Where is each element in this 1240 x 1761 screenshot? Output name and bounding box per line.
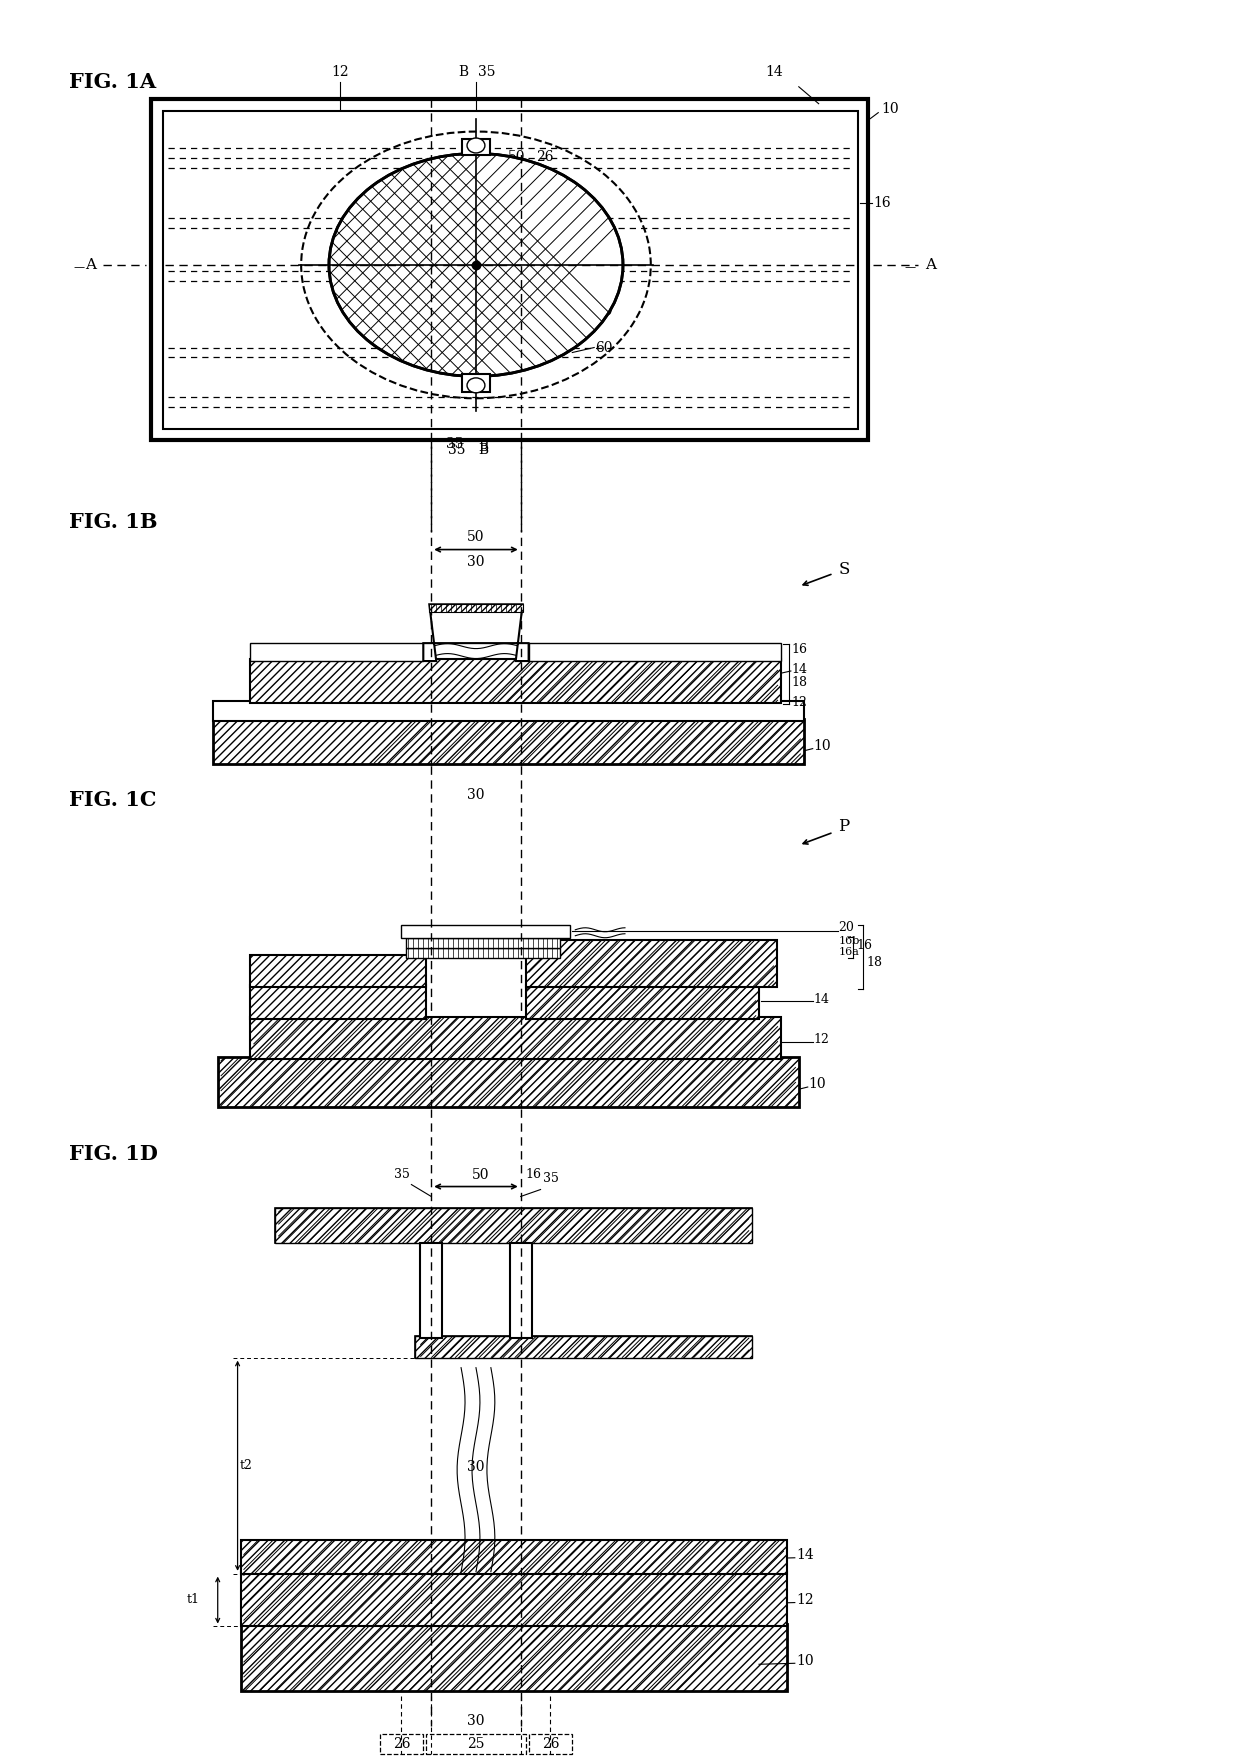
Text: B: B bbox=[477, 444, 489, 458]
Text: 18: 18 bbox=[792, 676, 807, 690]
Text: 26: 26 bbox=[393, 1736, 410, 1750]
Text: S: S bbox=[838, 562, 849, 578]
Text: 12: 12 bbox=[331, 65, 348, 79]
Text: 10: 10 bbox=[813, 738, 831, 752]
Bar bbox=[526, 940, 777, 988]
Text: 35: 35 bbox=[393, 1168, 409, 1182]
Bar bbox=[275, 1208, 753, 1243]
Bar bbox=[241, 1573, 787, 1627]
Text: 10: 10 bbox=[882, 102, 899, 116]
Ellipse shape bbox=[467, 137, 485, 153]
Text: FIG. 1B: FIG. 1B bbox=[68, 512, 157, 532]
Bar bbox=[528, 643, 781, 660]
Text: 30: 30 bbox=[467, 1460, 485, 1474]
Text: 14: 14 bbox=[797, 1548, 815, 1562]
Text: 26: 26 bbox=[542, 1736, 559, 1750]
Bar bbox=[415, 1337, 753, 1358]
Bar bbox=[463, 375, 490, 393]
Bar bbox=[241, 1539, 787, 1574]
Text: FIG. 1A: FIG. 1A bbox=[68, 72, 156, 92]
Text: —: — bbox=[904, 262, 915, 271]
Bar bbox=[463, 139, 490, 155]
Bar bbox=[407, 947, 560, 958]
Text: A: A bbox=[86, 257, 97, 271]
Text: 30: 30 bbox=[467, 1713, 485, 1728]
Text: 16b: 16b bbox=[838, 935, 859, 946]
Bar bbox=[250, 659, 781, 703]
Text: 35: 35 bbox=[448, 444, 466, 458]
Text: t2: t2 bbox=[239, 1458, 253, 1472]
Text: P: P bbox=[838, 817, 849, 835]
Bar bbox=[402, 925, 570, 937]
Text: 30: 30 bbox=[467, 789, 485, 803]
Text: 16: 16 bbox=[873, 195, 890, 210]
Bar bbox=[250, 1018, 781, 1058]
Text: FIG. 1C: FIG. 1C bbox=[68, 791, 156, 810]
Bar bbox=[250, 954, 427, 988]
Bar bbox=[420, 1243, 443, 1338]
Bar bbox=[241, 1624, 787, 1691]
Text: 16: 16 bbox=[857, 939, 873, 953]
Bar bbox=[151, 99, 868, 440]
Text: 16a: 16a bbox=[838, 947, 859, 956]
Text: 18: 18 bbox=[867, 956, 883, 969]
Text: 12: 12 bbox=[792, 696, 807, 710]
Text: t1: t1 bbox=[187, 1594, 200, 1606]
Text: 50: 50 bbox=[472, 1168, 490, 1182]
Text: 12: 12 bbox=[813, 1032, 830, 1046]
Text: 26: 26 bbox=[536, 150, 553, 164]
Text: 50: 50 bbox=[467, 530, 485, 544]
Text: 30: 30 bbox=[467, 555, 485, 569]
Text: 50: 50 bbox=[507, 150, 526, 164]
Bar bbox=[250, 643, 423, 660]
Bar bbox=[275, 1208, 753, 1243]
Text: 25: 25 bbox=[467, 1736, 485, 1750]
Bar bbox=[250, 984, 427, 1020]
Text: 10: 10 bbox=[797, 1654, 815, 1668]
Text: 60: 60 bbox=[595, 340, 613, 354]
Bar bbox=[164, 111, 858, 430]
Polygon shape bbox=[423, 604, 528, 660]
Bar bbox=[528, 1735, 573, 1754]
Bar bbox=[407, 937, 560, 947]
Text: A: A bbox=[925, 257, 936, 271]
Text: 14: 14 bbox=[765, 65, 782, 79]
Ellipse shape bbox=[467, 379, 485, 393]
Bar bbox=[510, 1243, 532, 1338]
Text: 30: 30 bbox=[595, 303, 613, 317]
Text: 35: 35 bbox=[477, 65, 496, 79]
Bar bbox=[213, 718, 804, 764]
Text: 16: 16 bbox=[792, 643, 807, 655]
Text: 14: 14 bbox=[813, 993, 830, 1006]
Bar bbox=[429, 604, 522, 613]
Bar bbox=[427, 1735, 526, 1754]
Bar bbox=[379, 1735, 423, 1754]
Text: B: B bbox=[458, 65, 467, 79]
Bar bbox=[415, 1337, 753, 1358]
Text: 10: 10 bbox=[808, 1078, 826, 1092]
Text: 20: 20 bbox=[838, 921, 854, 935]
Text: B: B bbox=[477, 440, 489, 454]
Bar bbox=[218, 1057, 799, 1108]
Ellipse shape bbox=[329, 153, 622, 377]
Text: 16: 16 bbox=[526, 1168, 542, 1182]
Text: 12: 12 bbox=[797, 1592, 815, 1606]
Text: 14: 14 bbox=[792, 662, 807, 676]
Text: —: — bbox=[73, 262, 84, 271]
Bar bbox=[526, 984, 759, 1020]
Text: FIG. 1D: FIG. 1D bbox=[68, 1143, 157, 1164]
Text: 25: 25 bbox=[595, 239, 613, 254]
Text: 35: 35 bbox=[543, 1173, 558, 1185]
Bar bbox=[213, 701, 804, 720]
Text: 35: 35 bbox=[446, 437, 464, 451]
